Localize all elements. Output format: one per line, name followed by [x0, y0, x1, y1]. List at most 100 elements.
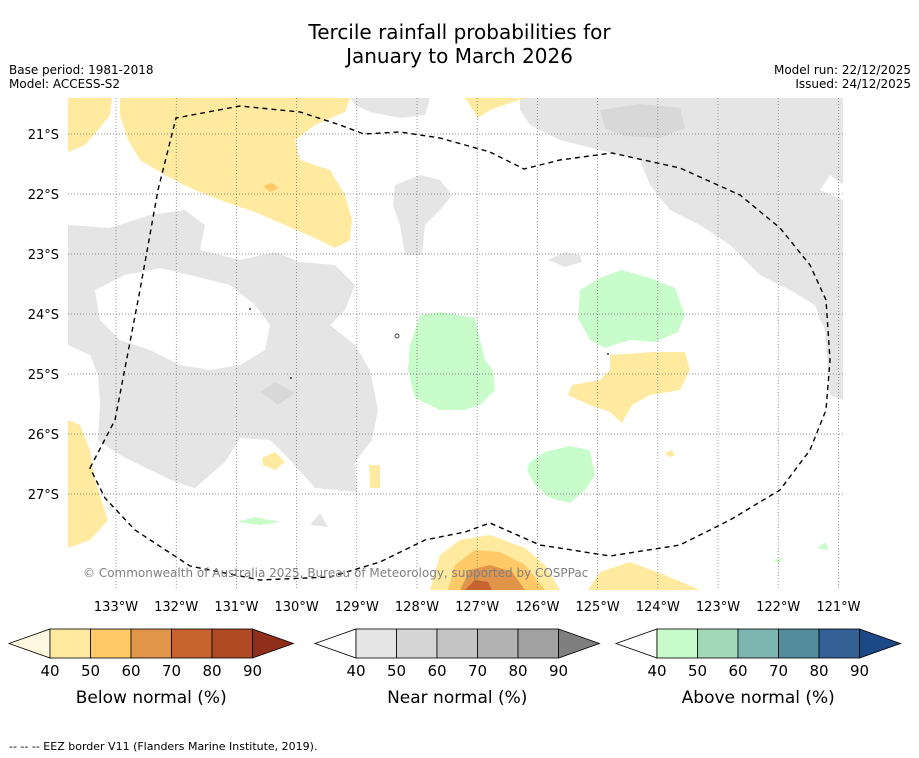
island-marker-1: [249, 308, 251, 310]
chart-title: Tercile rainfall probabilities for Janua…: [0, 20, 919, 68]
colorbar-segment: [697, 628, 739, 659]
lon-label: 122°W: [756, 600, 800, 615]
colorbar-tick: 70: [162, 662, 181, 680]
colorbar-segment: [171, 628, 213, 659]
eez-border: [89, 105, 831, 581]
colorbar-segment: [211, 628, 253, 659]
model-name: Model: ACCESS-S2: [9, 77, 121, 91]
lon-label: 128°W: [395, 600, 439, 615]
colorbar-tick: 70: [468, 662, 487, 680]
colorbar-tick: 40: [346, 662, 365, 680]
colorbar-tick: 90: [549, 662, 568, 680]
longitude-labels: 133°W 132°W 131°W 130°W 129°W 128°W 127°W 126°W…: [94, 600, 861, 615]
below-normal-region-nw: [120, 98, 352, 248]
colorbar-tick: 50: [688, 662, 707, 680]
colorbar-tick: 50: [387, 662, 406, 680]
lon-label: 123°W: [696, 600, 740, 615]
colorbar-segment: [778, 628, 820, 659]
colorbar-segment: [477, 628, 519, 659]
colorbar-tick: 60: [728, 662, 747, 680]
near-normal-island-1: [393, 175, 452, 255]
near-normal-island-5: [260, 382, 295, 405]
colorbar-extend-high: [558, 628, 601, 659]
colorbar-segment: [436, 628, 478, 659]
colorbar-1: 40 50 60 70 80 90 Below normal (%): [7, 628, 295, 708]
near-normal-island-2: [548, 252, 582, 267]
above-normal-region-south: [527, 446, 595, 503]
below-normal-dot-1: [262, 452, 285, 470]
footer-note: -- -- -- EEZ border V11 (Flanders Marine…: [9, 740, 318, 753]
above-normal-region-se: [817, 542, 828, 550]
colorbar-extend-low: [313, 628, 357, 659]
colorbar-segment: [737, 628, 779, 659]
colorbar-tick: 50: [81, 662, 100, 680]
title-line-1: Tercile rainfall probabilities for: [308, 20, 611, 44]
colorbar-2: 40 50 60 70 80 90 Near normal (%): [313, 628, 601, 708]
island-marker-2: [290, 377, 292, 379]
colorbar-title: Near normal (%): [387, 688, 527, 708]
near-normal-region-east: [520, 98, 843, 400]
island-marker-4: [607, 353, 609, 355]
colorbar-3: 40 50 60 70 80 90 Above normal (%): [614, 628, 902, 708]
colorbar-tick: 40: [40, 662, 59, 680]
meta-left: Base period: 1981-2018 Model: ACCESS-S2: [9, 63, 154, 91]
colorbar-tick: 80: [202, 662, 221, 680]
colorbar-segment: [355, 628, 397, 659]
colorbar-segment: [90, 628, 132, 659]
lon-label: 124°W: [636, 600, 680, 615]
meta-right: Model run: 22/12/2025 Issued: 24/12/2025: [774, 63, 911, 91]
colorbar-segment: [396, 628, 438, 659]
lon-label: 133°W: [94, 600, 138, 615]
below-normal-region-se: [588, 562, 700, 590]
latitude-labels: 21°S 22°S 23°S 24°S 25°S 26°S 27°S: [28, 128, 59, 503]
issued-date: Issued: 24/12/2025: [795, 77, 911, 91]
lat-label: 26°S: [28, 428, 59, 443]
below-normal-region-center: [568, 352, 690, 423]
colorbar-segment: [818, 628, 860, 659]
near-normal-island-4: [600, 104, 685, 138]
near-normal-island-7: [818, 316, 830, 332]
lat-label: 25°S: [28, 368, 59, 383]
colorbar-title: Below normal (%): [76, 688, 227, 708]
below-normal-dot-2: [369, 465, 380, 488]
near-normal-region-north: [350, 98, 430, 118]
colorbar-extend-low: [614, 628, 658, 659]
lat-label: 24°S: [28, 308, 59, 323]
above-normal-region-east: [578, 270, 685, 348]
below-normal-dot-3: [665, 450, 675, 457]
lon-label: 126°W: [515, 600, 559, 615]
colorbar-extend-high: [252, 628, 295, 659]
lon-label: 132°W: [154, 600, 198, 615]
colorbar-segment: [656, 628, 698, 659]
colorbar-tick: 80: [809, 662, 828, 680]
lon-label: 131°W: [214, 600, 258, 615]
colorbar-segment: [130, 628, 172, 659]
colorbar-segment: [49, 628, 91, 659]
lon-label: 121°W: [816, 600, 860, 615]
colorbar-extend-high: [859, 628, 902, 659]
lat-label: 22°S: [28, 188, 59, 203]
lon-label: 125°W: [576, 600, 620, 615]
below-normal-region-sw: [68, 420, 108, 548]
colorbar-tick: 90: [243, 662, 262, 680]
colorbar-tick: 60: [427, 662, 446, 680]
near-normal-regions: [68, 98, 843, 527]
base-period: Base period: 1981-2018: [9, 63, 154, 77]
colorbar-tick: 90: [850, 662, 869, 680]
colorbar-extend-low: [7, 628, 51, 659]
above-normal-regions: [237, 270, 828, 563]
lon-label: 127°W: [455, 600, 499, 615]
lon-label: 129°W: [335, 600, 379, 615]
near-normal-island-6: [310, 513, 328, 527]
near-normal-island-3: [770, 110, 800, 128]
colorbar-tick: 70: [769, 662, 788, 680]
below-normal-region-north: [465, 98, 525, 118]
graticule: [68, 98, 843, 590]
map-plot-area: © Commonwealth of Australia 2025, Bureau…: [68, 98, 843, 590]
below-normal-60-dot: [263, 183, 279, 192]
lon-label: 130°W: [275, 600, 319, 615]
colorbars: 40 50 60 70 80 90 Below normal (%) 40 50 60 70 80 90…: [7, 628, 902, 708]
colorbar-tick: 60: [121, 662, 140, 680]
lat-label: 23°S: [28, 248, 59, 263]
